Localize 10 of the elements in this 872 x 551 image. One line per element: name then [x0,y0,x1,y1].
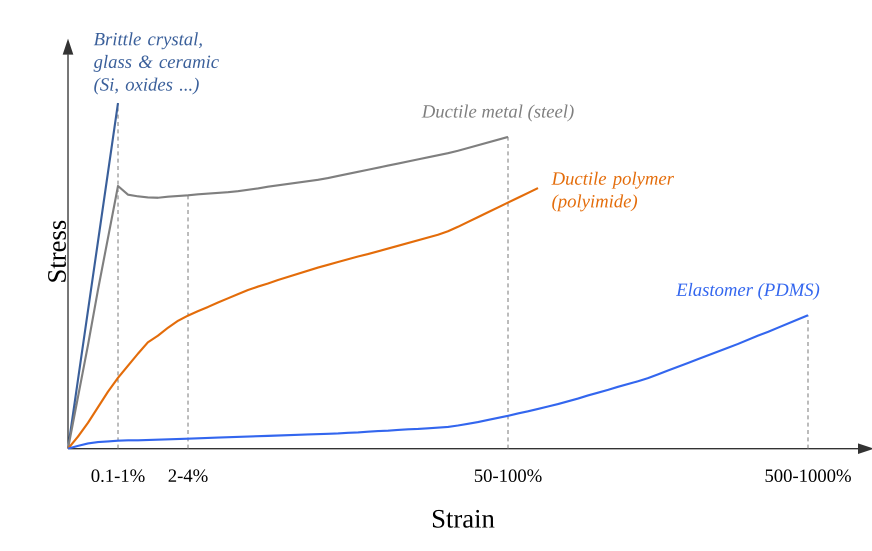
x-tick-label: 50-100% [474,470,542,482]
x-tick-label: 500-1000% [766,470,851,482]
series-label: Ductile polymer (polyimide) [551,172,674,212]
series-label: Ductile metal (steel) [422,104,574,122]
series-label: Elastomer (PDMS) [676,283,820,300]
x-tick-label: 0.1-1% [92,470,145,482]
x-axis-title: Strain [432,510,494,528]
y-axis-title: Stress [48,220,66,282]
series-label: Brittle crystal, glass & ceramic (Si, oxides ...) [94,32,219,95]
x-tick-label: 2-4% [168,470,208,482]
